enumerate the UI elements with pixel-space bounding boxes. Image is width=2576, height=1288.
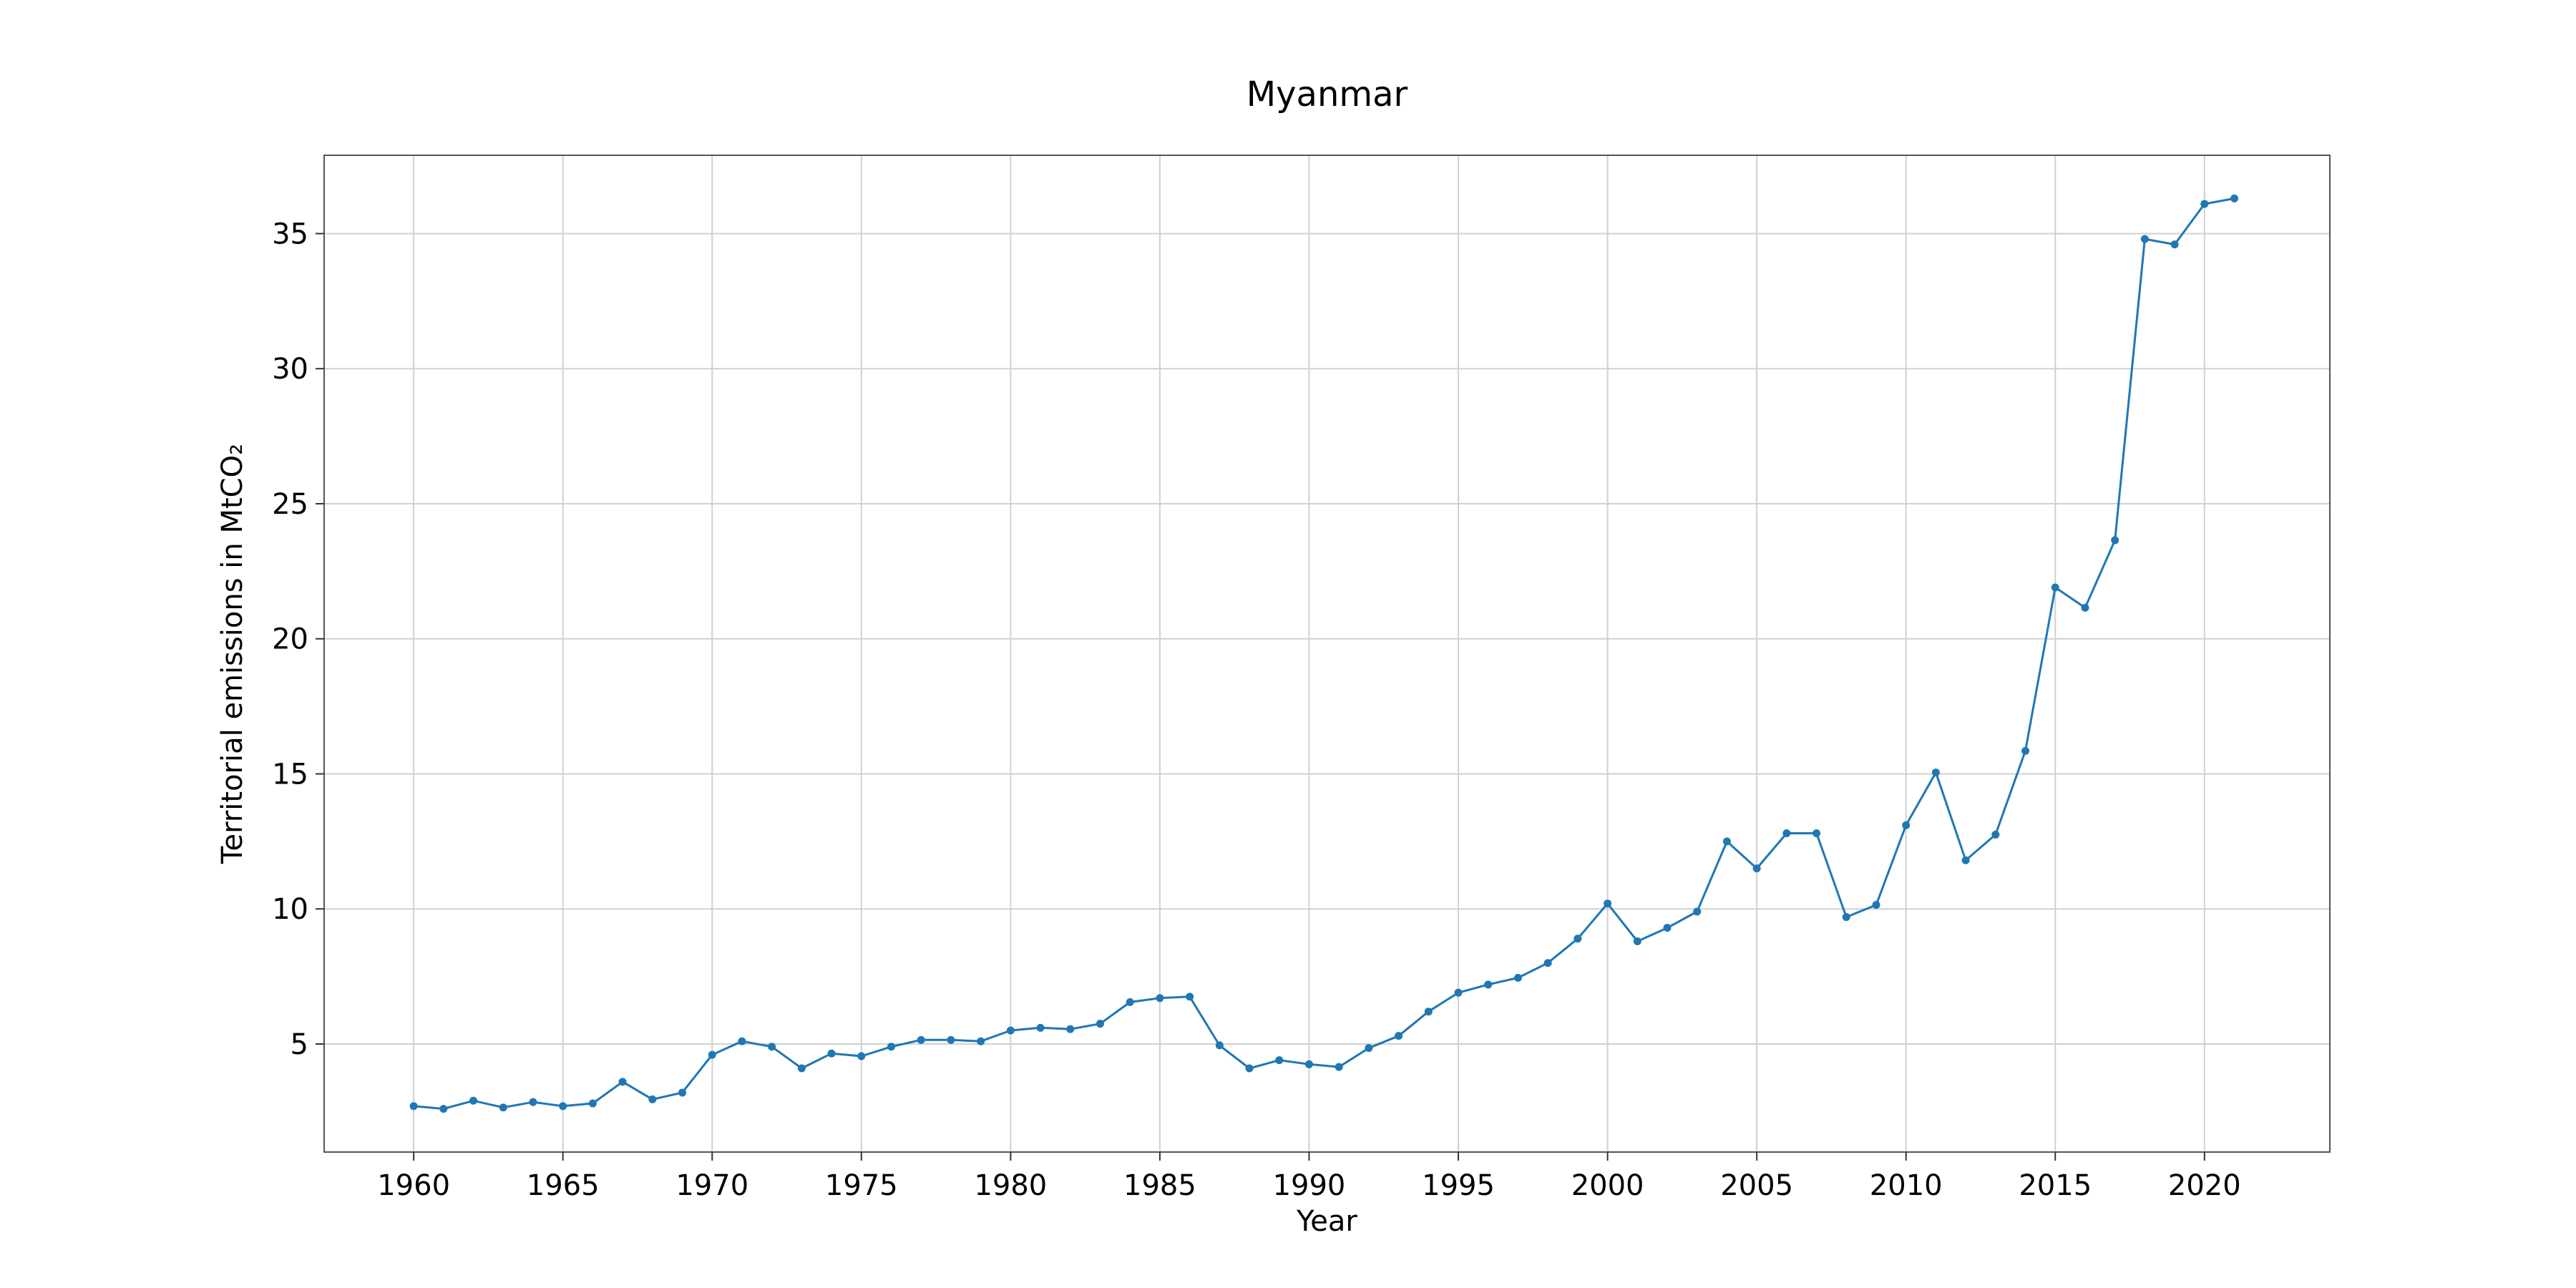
- y-tick-label: 25: [272, 488, 308, 521]
- x-tick-label: 2020: [2168, 1169, 2241, 1202]
- data-point: [1454, 988, 1463, 997]
- data-point: [618, 1078, 627, 1086]
- data-point: [1574, 935, 1582, 943]
- x-tick-label: 1990: [1273, 1169, 1346, 1202]
- y-tick-label: 15: [272, 758, 308, 791]
- data-point: [857, 1052, 866, 1060]
- data-point: [1395, 1032, 1403, 1040]
- data-point: [977, 1037, 985, 1045]
- data-point: [1693, 907, 1702, 916]
- x-tick-label: 1985: [1123, 1169, 1196, 1202]
- data-point: [738, 1037, 746, 1045]
- y-tick-label: 10: [272, 893, 308, 926]
- y-tick-label: 35: [272, 218, 308, 250]
- data-point: [1036, 1023, 1045, 1032]
- data-point: [1484, 980, 1493, 989]
- data-point: [439, 1105, 448, 1113]
- data-point: [1931, 769, 1940, 777]
- series-line: [413, 197, 2235, 1111]
- x-tick-label: 1960: [377, 1169, 450, 1202]
- x-tick-label: 1965: [527, 1169, 600, 1202]
- x-tick-label: 1970: [675, 1169, 748, 1202]
- data-point: [2230, 194, 2239, 203]
- data-point: [1245, 1064, 1254, 1073]
- ticks: 1960 1965 1970 1975 1980 1985 1990 1995 2000 2005…: [272, 218, 2241, 1202]
- data-point: [1186, 992, 1194, 1001]
- data-point: [1752, 864, 1761, 873]
- y-tick-label: 20: [272, 623, 308, 656]
- data-point: [1633, 937, 1641, 946]
- series: [409, 194, 2239, 1113]
- x-axis-title: Year: [1296, 1205, 1357, 1238]
- data-point: [1066, 1025, 1075, 1033]
- data-point: [1424, 1008, 1433, 1016]
- data-point: [1126, 997, 1134, 1006]
- data-point: [797, 1064, 806, 1073]
- data-point: [1842, 913, 1850, 922]
- data-point: [2200, 200, 2209, 208]
- data-point: [1335, 1063, 1343, 1071]
- data-point: [1991, 830, 2000, 839]
- data-point: [1902, 821, 1911, 829]
- data-point: [678, 1088, 687, 1097]
- data-point: [1365, 1044, 1373, 1053]
- data-point: [708, 1050, 716, 1059]
- x-tick-label: 2000: [1571, 1169, 1644, 1202]
- data-point: [1096, 1020, 1104, 1028]
- data-point: [559, 1102, 567, 1111]
- x-tick-label: 2010: [1870, 1169, 1943, 1202]
- data-point: [1006, 1026, 1015, 1035]
- data-point: [2081, 603, 2089, 612]
- data-point: [2170, 240, 2179, 249]
- x-tick-label: 2005: [1720, 1169, 1793, 1202]
- data-point: [947, 1035, 955, 1044]
- plot-frame: [323, 155, 2331, 1153]
- data-point: [827, 1049, 836, 1058]
- data-point: [499, 1103, 507, 1112]
- data-point: [1513, 974, 1522, 982]
- data-point: [1215, 1041, 1224, 1050]
- data-point: [1722, 837, 1731, 846]
- grid: [324, 155, 2330, 1152]
- data-point: [1543, 959, 1552, 967]
- data-point: [887, 1043, 896, 1051]
- data-point: [2051, 583, 2059, 592]
- data-point: [1275, 1056, 1284, 1065]
- x-tick-label: 1980: [974, 1169, 1047, 1202]
- x-tick-label: 1975: [825, 1169, 898, 1202]
- data-point: [409, 1102, 418, 1111]
- data-point: [1782, 829, 1791, 838]
- data-point: [1961, 856, 1970, 864]
- data-point: [2111, 536, 2119, 545]
- y-tick-label: 30: [272, 353, 308, 386]
- data-point: [768, 1043, 776, 1051]
- data-point: [1304, 1060, 1313, 1068]
- data-point: [2021, 746, 2030, 755]
- x-tick-label: 2015: [2019, 1169, 2092, 1202]
- x-tick-label: 1995: [1422, 1169, 1495, 1202]
- data-point: [469, 1096, 478, 1105]
- data-point: [917, 1035, 925, 1044]
- data-point: [529, 1098, 537, 1106]
- chart-title: Myanmar: [1246, 74, 1408, 114]
- data-point: [1813, 829, 1821, 838]
- data-point: [1872, 901, 1880, 909]
- data-point: [2140, 235, 2149, 243]
- data-point: [1604, 899, 1612, 908]
- data-point: [588, 1099, 597, 1108]
- data-point: [1663, 924, 1672, 932]
- data-point: [648, 1095, 657, 1103]
- y-tick-label: 5: [291, 1028, 308, 1061]
- y-axis-title: Territorial emissions in MtCO₂: [216, 444, 249, 864]
- data-point: [1156, 994, 1164, 1002]
